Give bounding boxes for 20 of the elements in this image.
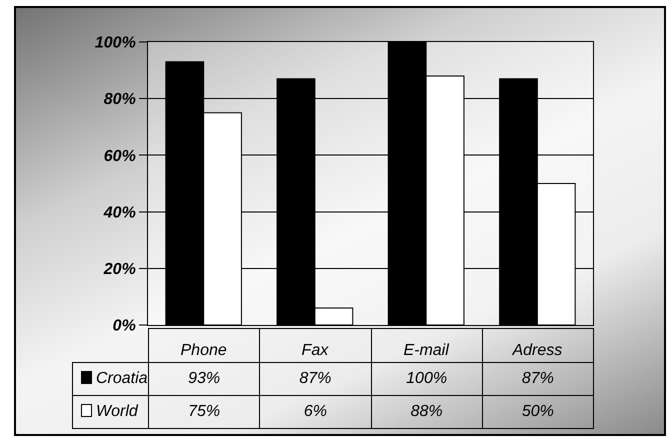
y-tick-label: 60% — [104, 148, 136, 165]
data-label: 6% — [304, 402, 327, 420]
x-tick-label: Fax — [302, 342, 330, 360]
y-tick-label: 20% — [102, 261, 136, 278]
data-label: 100% — [406, 370, 448, 386]
data-label: 88% — [410, 402, 443, 420]
x-tick-label: Phone — [180, 342, 227, 360]
y-tick-label: 40% — [102, 204, 136, 222]
y-tick-label: 80% — [104, 91, 136, 108]
data-label: 87% — [522, 370, 554, 386]
y-tick-label: 0% — [112, 318, 136, 335]
x-tick-label: Adress — [511, 342, 562, 360]
data-label: 87% — [299, 370, 332, 386]
x-tick-label: E-mail — [403, 342, 450, 360]
data-label: 50% — [522, 402, 554, 420]
data-label: 93% — [188, 370, 220, 386]
y-tick-label: 100% — [94, 34, 136, 52]
data-label: 75% — [188, 402, 220, 420]
legend-label: World — [96, 402, 138, 420]
legend-label: Croatia — [96, 370, 148, 386]
